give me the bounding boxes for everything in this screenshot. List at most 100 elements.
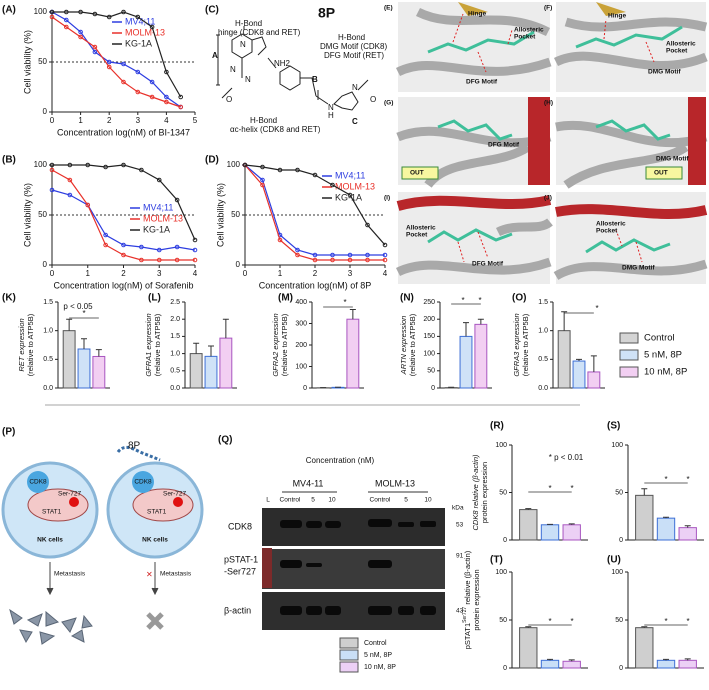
data-point xyxy=(347,252,353,258)
panel-label: (H) xyxy=(544,100,553,107)
docking-f: (F) Hinge Allosteric Pocket DMG Motif xyxy=(544,2,708,92)
data-point xyxy=(139,167,144,173)
y-axis-label: pSTAT1Ser727 relative (β-actin) xyxy=(462,550,472,649)
data-point xyxy=(382,252,388,258)
y-tick-label: 50 xyxy=(38,57,47,66)
y-axis-label: Cell viability (%) xyxy=(215,183,225,247)
data-point xyxy=(156,257,162,263)
y-tick-label: 0.0 xyxy=(538,385,548,392)
band-name: CDK8 xyxy=(228,521,252,531)
ring-label: B xyxy=(312,75,318,84)
legend-label: KG-1A xyxy=(125,38,152,48)
data-point xyxy=(139,244,144,250)
y-tick-label: 0.5 xyxy=(170,368,180,375)
site-label: DFG Motif xyxy=(466,79,498,86)
kinase-label: CDK8 xyxy=(29,479,47,486)
legend-label: MOLM-13 xyxy=(335,181,375,191)
legend-label: MV4;11 xyxy=(125,16,155,26)
annotation: * xyxy=(478,296,481,305)
y-tick-label: 1.5 xyxy=(538,299,548,306)
x-tick-label: 2 xyxy=(107,116,112,125)
y-axis-label-2: (relative to ATP5B) xyxy=(280,313,289,376)
cell-label: NK cells xyxy=(142,537,168,544)
y-axis-label-2: protein expression xyxy=(480,462,489,523)
kda-value: 43 xyxy=(456,608,464,615)
data-point xyxy=(135,14,141,20)
annotation: * xyxy=(570,617,573,626)
protein-label: STAT1 xyxy=(42,509,62,516)
western-panel: (Q) Concentration (nM) MV4-11 MOLM-13 L … xyxy=(218,435,464,630)
ladder-label: L xyxy=(266,497,270,504)
ring-label: C xyxy=(352,117,358,126)
schematic-panel: (P) 8P CDK8 Ser-727 STAT1 NK cells CDK8 … xyxy=(1,427,204,645)
bond-target: αc-helix (CDK8 and RET) xyxy=(230,125,321,134)
series-line xyxy=(52,164,196,241)
error-bar xyxy=(568,523,575,525)
y-tick-label: 100 xyxy=(34,7,48,16)
bond-label: H-Bond xyxy=(235,19,262,28)
data-point xyxy=(106,64,112,70)
bar xyxy=(656,517,676,541)
drug-label: 8P xyxy=(128,441,141,452)
data-point xyxy=(64,9,69,15)
y-tick-label: 250 xyxy=(423,299,435,306)
data-point xyxy=(103,232,108,238)
panel-label: (S) xyxy=(607,421,620,432)
kinase-label: CDK8 xyxy=(134,479,152,486)
data-point xyxy=(174,197,180,203)
data-point xyxy=(312,252,318,258)
panel-label: (C) xyxy=(205,5,219,16)
data-point xyxy=(64,17,69,23)
legend-label: Control xyxy=(364,640,387,647)
data-point xyxy=(92,11,98,17)
bar xyxy=(474,323,488,389)
y-axis-label-2: (relative to ATP5B) xyxy=(26,313,35,376)
y-axis-label-2: protein expression xyxy=(472,569,481,630)
y-axis-label: RET expression xyxy=(17,318,26,371)
panel-label: (B) xyxy=(2,155,16,166)
x-tick-label: 0 xyxy=(50,116,55,125)
data-point xyxy=(103,242,108,248)
compound-name: 8P xyxy=(318,5,335,21)
panel-label: (T) xyxy=(490,555,503,566)
y-axis-label-sup: Ser727 xyxy=(462,607,468,623)
data-point xyxy=(121,9,126,15)
data-point xyxy=(178,104,183,110)
data-point xyxy=(330,252,335,258)
lane-label: 5 xyxy=(311,497,315,504)
annotation: * xyxy=(82,309,85,318)
data-point xyxy=(347,192,353,198)
y-tick-label: 0 xyxy=(43,107,48,116)
data-point xyxy=(67,192,73,198)
error-bar xyxy=(525,508,532,510)
annotation: * xyxy=(686,617,689,626)
annotation: * xyxy=(461,296,464,305)
error-bar xyxy=(684,658,691,661)
bond-label: H-Bond xyxy=(338,33,365,42)
bar xyxy=(189,353,203,389)
x-tick-label: 4 xyxy=(193,269,198,278)
annotation: * xyxy=(595,304,598,313)
x-tick-label: 1 xyxy=(278,269,283,278)
data-point xyxy=(149,94,155,100)
annotation: * xyxy=(570,484,573,493)
bar xyxy=(562,524,581,541)
y-tick-label: 50 xyxy=(231,210,240,219)
x-tick-label: 4 xyxy=(164,116,169,125)
legend-swatch xyxy=(339,661,359,673)
legend: Control 5 nM, 8P 10 nM, 8P xyxy=(612,324,707,382)
legend-swatch xyxy=(619,332,639,344)
docking-g: (G) OUT DFG Motif xyxy=(384,97,552,188)
y-tick-label: 0 xyxy=(43,260,48,269)
error-bar xyxy=(95,349,102,357)
data-point xyxy=(85,202,91,208)
legend-label: MOLM-13 xyxy=(143,213,183,223)
bar xyxy=(204,355,218,389)
y-axis-label-text: GFRA1 expression xyxy=(144,313,153,376)
y-tick-label: 300 xyxy=(295,320,307,327)
site-label: Ser-727 xyxy=(163,491,187,498)
docking-j: (J) Allosteric Pocket DMG Motif xyxy=(544,192,708,284)
y-tick-label: 100 xyxy=(495,442,507,449)
site-label: OUT xyxy=(410,170,424,177)
data-point xyxy=(49,162,55,168)
